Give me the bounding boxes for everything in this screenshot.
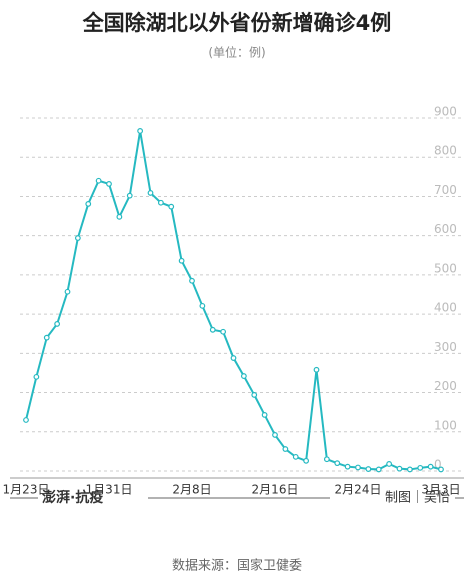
y-tick-label: 600 [434, 222, 457, 236]
data-point [417, 464, 424, 471]
data-point [261, 412, 268, 418]
data-point [375, 466, 382, 473]
data-point [147, 190, 154, 196]
data-point [137, 128, 144, 134]
data-point [189, 277, 195, 284]
chart-subtitle: (单位：例) [208, 45, 265, 60]
data-point [85, 200, 92, 207]
data-point [23, 417, 29, 423]
x-tick-label: 2月24日 [335, 483, 382, 497]
y-tick-label: 0 [434, 458, 442, 472]
data-point [355, 464, 361, 471]
source: 数据来源：国家卫健委 [172, 558, 302, 574]
data-point [116, 213, 123, 220]
data-point [157, 199, 164, 206]
data-point [303, 457, 310, 464]
data-point [334, 460, 341, 467]
data-point [313, 366, 320, 373]
y-tick-label: 100 [434, 418, 457, 432]
y-tick-label: 900 [434, 105, 457, 119]
y-tick-label: 200 [434, 379, 457, 393]
data-point [406, 466, 413, 473]
data-point [74, 235, 81, 241]
data-point [220, 328, 227, 335]
data-point [126, 192, 133, 199]
data-point [43, 334, 50, 341]
data-point [95, 177, 102, 184]
data-point [396, 465, 403, 472]
brand-bg [38, 486, 148, 510]
data-point [323, 456, 330, 463]
data-point [438, 466, 444, 473]
y-tick-label: 800 [434, 144, 457, 158]
x-tick-label: 3月3日 [421, 483, 460, 497]
data-point [178, 257, 185, 264]
credit-bg [330, 486, 455, 510]
chart-title: 全国除湖北以外省份新增确诊4例 [82, 11, 392, 35]
y-tick-label: 300 [434, 340, 457, 354]
brand: 澎湃·抗疫 [42, 489, 103, 506]
data-point [64, 288, 71, 295]
data-point [168, 203, 175, 210]
data-point [282, 446, 289, 452]
data-point [292, 453, 299, 460]
data-point [344, 463, 351, 470]
data-point [199, 302, 206, 309]
y-tick-label: 500 [434, 261, 457, 275]
data-point [251, 392, 258, 398]
data-point [106, 180, 112, 187]
credit: 制图｜吴怡 [385, 491, 450, 506]
data-point [230, 355, 237, 361]
x-tick-label: 2月8日 [172, 483, 211, 497]
y-tick-label: 400 [434, 301, 457, 315]
y-tick-label: 700 [434, 183, 457, 197]
x-tick-label: 2月16日 [252, 483, 299, 497]
data-point [427, 463, 434, 470]
data-point [386, 461, 393, 467]
x-tick-label: 1月31日 [86, 483, 133, 497]
x-tick-label: 1月23日 [3, 483, 50, 497]
data-point [54, 321, 61, 327]
data-point [33, 373, 40, 380]
data-point [240, 373, 247, 379]
data-point [209, 326, 216, 333]
data-point [272, 432, 278, 438]
data-point [365, 466, 372, 472]
data-line [25, 130, 442, 471]
